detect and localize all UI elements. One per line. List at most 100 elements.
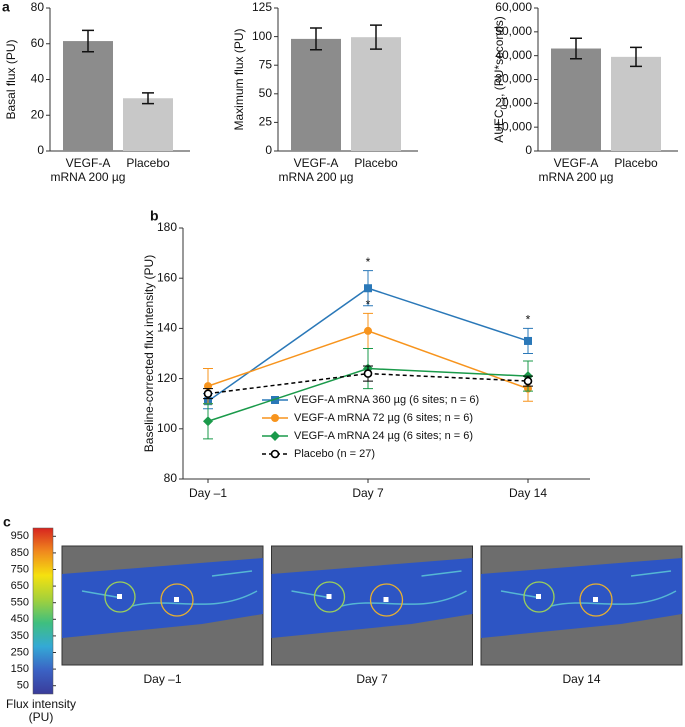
legend-label: Placebo (n = 27) <box>294 448 375 460</box>
marker <box>271 396 279 404</box>
colorbar-label: Flux intensity (PU) <box>5 698 77 724</box>
x-tick-label: Placebo <box>354 156 398 170</box>
bar <box>351 37 401 152</box>
x-tick-label: Day 14 <box>509 486 547 500</box>
image-caption: Day –1 <box>143 672 181 686</box>
bar <box>611 56 661 151</box>
legend-label: VEGF-A mRNA 24 µg (6 sites; n = 6) <box>294 430 473 442</box>
y-tick-label: 80 <box>164 471 178 485</box>
error-bar <box>630 46 642 68</box>
bar <box>63 41 113 151</box>
x-tick-label-box: Placebo <box>354 156 398 170</box>
y-axis-label-suffix: , (PU*seconds) <box>492 16 506 97</box>
annotation: * <box>526 313 531 327</box>
x-tick-label-box: VEGF-A mRNA 200 µg <box>538 156 614 184</box>
error-bar <box>310 27 322 51</box>
y-tick-label: 180 <box>157 220 177 234</box>
y-tick-label: 25 <box>259 115 273 129</box>
y-tick-label: 50,000 <box>495 24 532 38</box>
image-caption: Day 7 <box>356 672 388 686</box>
marker <box>364 326 372 335</box>
y-tick-label: 40,000 <box>495 48 532 62</box>
y-tick-label: 125 <box>252 0 272 14</box>
x-tick-label: VEGF-A mRNA 200 µg <box>50 156 126 184</box>
bar <box>123 98 173 151</box>
colorbar-tick-label: 550 <box>11 597 29 609</box>
y-tick-label: 20 <box>31 107 45 121</box>
y-tick-label: 40 <box>31 72 45 86</box>
x-tick-label: Placebo <box>126 156 170 170</box>
site-marker <box>104 581 136 613</box>
y-axis-label-sub: 0–t <box>499 96 509 109</box>
y-tick-label: 160 <box>157 270 177 284</box>
annotation: * <box>366 255 371 269</box>
y-axis-label: Maximum flux (PU) <box>232 28 246 130</box>
x-tick-label: Day –1 <box>189 486 227 500</box>
x-tick-label: VEGF-A mRNA 200 µg <box>538 156 614 184</box>
colorbar-tick-label: 350 <box>11 630 29 642</box>
colorbar-tick-label: 750 <box>11 563 29 575</box>
marker <box>203 416 213 427</box>
annotation: * <box>366 298 371 312</box>
marker <box>364 284 372 293</box>
site-dot <box>326 594 332 599</box>
marker <box>270 449 280 459</box>
y-axis-label-text: Maximum flux (PU) <box>232 28 246 130</box>
marker <box>270 431 280 441</box>
site-dot <box>536 594 541 599</box>
y-tick-label: 10,000 <box>495 119 532 133</box>
x-tick-label: Day 7 <box>352 486 384 500</box>
y-tick-label: 20,000 <box>495 96 532 110</box>
y-axis-label-text: Basal flux (PU) <box>4 39 18 119</box>
y-axis-label: AUEC0–t, (PU*seconds) <box>492 16 509 143</box>
marker <box>271 414 279 422</box>
x-tick-label: Placebo <box>614 156 658 170</box>
x-tick-label-box: VEGF-A mRNA 200 µg <box>50 156 126 184</box>
y-tick-label: 0 <box>265 143 272 157</box>
marker <box>523 376 533 386</box>
bar <box>291 38 341 151</box>
y-tick-label: 60 <box>31 36 45 50</box>
x-tick-label-box: VEGF-A mRNA 200 µg <box>278 156 354 184</box>
y-axis-label: Baseline-corrected flux intensity (PU) <box>142 255 156 452</box>
marker <box>204 382 212 391</box>
site-dot <box>117 594 122 599</box>
site-dot <box>383 597 389 602</box>
site-marker <box>523 581 555 613</box>
y-tick-label: 30,000 <box>495 72 532 86</box>
site-dot <box>593 597 598 602</box>
x-tick-label: VEGF-A mRNA 200 µg <box>278 156 354 184</box>
marker <box>203 389 213 398</box>
site-marker <box>369 583 404 617</box>
site-marker <box>313 581 346 613</box>
site-marker <box>579 583 613 617</box>
colorbar-tick-label: 850 <box>11 547 29 559</box>
y-tick-label: 100 <box>252 29 272 43</box>
flux-image-tissue <box>62 558 263 638</box>
site-marker <box>160 583 194 617</box>
error-bar <box>82 29 94 53</box>
y-tick-label: 0 <box>37 143 44 157</box>
colorbar-tick-label: 450 <box>11 613 29 625</box>
y-tick-label: 0 <box>525 143 532 157</box>
y-axis-label-text: AUEC <box>492 109 506 143</box>
panel-label: b <box>150 208 159 224</box>
colorbar-tick-label: 50 <box>17 680 29 692</box>
error-bar <box>142 92 154 105</box>
legend-label: VEGF-A mRNA 72 µg (6 sites; n = 6) <box>294 412 473 424</box>
colorbar-tick-label: 950 <box>11 530 29 542</box>
y-tick-label: 75 <box>259 57 273 71</box>
colorbar <box>32 527 54 695</box>
panel-label: a <box>2 0 10 15</box>
y-axis-label: Basal flux (PU) <box>4 39 18 119</box>
site-dot <box>174 597 179 602</box>
colorbar-label-box: Flux intensity (PU) <box>5 698 77 724</box>
colorbar-tick-label: 150 <box>11 663 29 675</box>
marker <box>524 336 532 345</box>
image-caption: Day 14 <box>562 672 600 686</box>
error-bar <box>570 37 582 60</box>
x-tick-label-box: Placebo <box>614 156 658 170</box>
bar <box>551 48 601 152</box>
panel-label: c <box>3 514 11 530</box>
